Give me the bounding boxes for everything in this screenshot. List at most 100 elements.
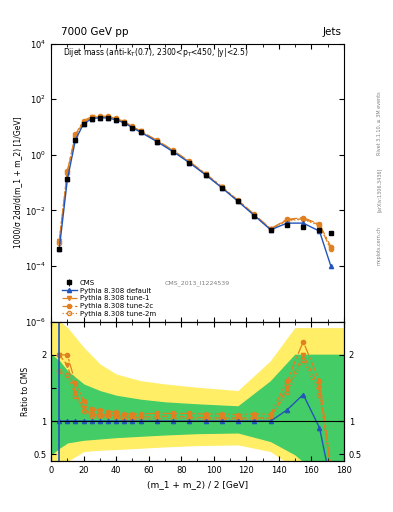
Pythia 8.308 tune-2m xyxy=(106,114,110,120)
Pythia 8.308 default xyxy=(138,129,143,135)
Pythia 8.308 tune-2m xyxy=(203,172,208,178)
Pythia 8.308 tune-2c xyxy=(236,197,241,203)
Text: 7000 GeV pp: 7000 GeV pp xyxy=(61,27,129,37)
Pythia 8.308 tune-2m xyxy=(187,159,192,165)
Text: mcplots.cern.ch: mcplots.cern.ch xyxy=(377,226,382,265)
Pythia 8.308 tune-2c xyxy=(220,183,224,189)
Line: Pythia 8.308 tune-1: Pythia 8.308 tune-1 xyxy=(57,115,333,251)
Pythia 8.308 tune-2m xyxy=(122,119,127,125)
Pythia 8.308 tune-1 xyxy=(329,246,333,252)
Pythia 8.308 tune-1 xyxy=(81,119,86,125)
Pythia 8.308 tune-2m xyxy=(65,170,70,176)
Pythia 8.308 tune-1 xyxy=(130,124,135,130)
Pythia 8.308 default xyxy=(81,121,86,127)
Pythia 8.308 tune-1 xyxy=(220,184,224,190)
Pythia 8.308 default xyxy=(268,227,273,233)
Text: CMS_2013_I1224539: CMS_2013_I1224539 xyxy=(165,280,230,286)
Pythia 8.308 tune-1 xyxy=(122,119,127,125)
Pythia 8.308 tune-2c xyxy=(138,128,143,134)
Pythia 8.308 tune-2m xyxy=(81,119,86,125)
Pythia 8.308 default xyxy=(130,124,135,131)
Pythia 8.308 tune-1 xyxy=(301,216,306,222)
Pythia 8.308 tune-2m xyxy=(252,212,257,218)
Pythia 8.308 tune-2c xyxy=(252,211,257,218)
Pythia 8.308 tune-2m xyxy=(138,129,143,135)
Pythia 8.308 default xyxy=(57,246,62,252)
Y-axis label: Ratio to CMS: Ratio to CMS xyxy=(21,367,30,416)
Pythia 8.308 default xyxy=(154,138,159,144)
Pythia 8.308 tune-2c xyxy=(65,168,70,174)
Line: Pythia 8.308 tune-2m: Pythia 8.308 tune-2m xyxy=(57,115,333,251)
Text: [arXiv:1306.3436]: [arXiv:1306.3436] xyxy=(377,167,382,211)
Pythia 8.308 tune-2c xyxy=(106,113,110,119)
Pythia 8.308 tune-2m xyxy=(285,218,289,224)
Pythia 8.308 tune-2m xyxy=(329,246,333,252)
Pythia 8.308 tune-2c xyxy=(301,215,306,221)
Pythia 8.308 tune-2c xyxy=(171,147,175,154)
Pythia 8.308 default xyxy=(236,198,241,204)
Pythia 8.308 tune-2c xyxy=(285,216,289,222)
Pythia 8.308 default xyxy=(171,148,175,155)
Pythia 8.308 default xyxy=(106,115,110,121)
Pythia 8.308 tune-2c xyxy=(268,226,273,232)
Pythia 8.308 tune-2c xyxy=(329,244,333,250)
Pythia 8.308 tune-1 xyxy=(97,114,102,120)
Pythia 8.308 default xyxy=(252,212,257,219)
Pythia 8.308 tune-2m xyxy=(268,226,273,232)
Pythia 8.308 tune-2c xyxy=(317,221,322,227)
X-axis label: (m_1 + m_2) / 2 [GeV]: (m_1 + m_2) / 2 [GeV] xyxy=(147,480,248,489)
Pythia 8.308 tune-1 xyxy=(268,226,273,232)
Pythia 8.308 tune-2m xyxy=(301,216,306,222)
Pythia 8.308 tune-1 xyxy=(138,129,143,135)
Pythia 8.308 tune-2c xyxy=(130,123,135,130)
Pythia 8.308 tune-2c xyxy=(89,114,94,120)
Pythia 8.308 tune-2c xyxy=(187,158,192,164)
Pythia 8.308 default xyxy=(317,228,322,234)
Pythia 8.308 tune-1 xyxy=(57,238,62,244)
Pythia 8.308 tune-2m xyxy=(220,184,224,190)
Pythia 8.308 tune-2m xyxy=(130,124,135,130)
Pythia 8.308 tune-2m xyxy=(171,148,175,154)
Pythia 8.308 tune-2m xyxy=(57,240,62,246)
Legend: CMS, Pythia 8.308 default, Pythia 8.308 tune-1, Pythia 8.308 tune-2c, Pythia 8.3: CMS, Pythia 8.308 default, Pythia 8.308 … xyxy=(61,279,157,318)
Pythia 8.308 tune-1 xyxy=(252,212,257,218)
Pythia 8.308 tune-2c xyxy=(114,115,119,121)
Pythia 8.308 default xyxy=(65,176,70,182)
Pythia 8.308 default xyxy=(301,220,306,226)
Pythia 8.308 tune-1 xyxy=(187,159,192,165)
Pythia 8.308 tune-2c xyxy=(73,131,78,137)
Line: Pythia 8.308 default: Pythia 8.308 default xyxy=(57,116,333,268)
Pythia 8.308 tune-1 xyxy=(236,198,241,204)
Pythia 8.308 default xyxy=(285,220,289,226)
Pythia 8.308 tune-2c xyxy=(203,170,208,177)
Pythia 8.308 tune-1 xyxy=(171,147,175,154)
Text: Dijet mass (anti-k$_T$(0.7), 2300<p$_T$<450, |y|<2.5): Dijet mass (anti-k$_T$(0.7), 2300<p$_T$<… xyxy=(63,46,248,59)
Pythia 8.308 tune-2m xyxy=(114,116,119,122)
Pythia 8.308 tune-1 xyxy=(154,138,159,144)
Pythia 8.308 tune-2c xyxy=(154,137,159,143)
Pythia 8.308 tune-2m xyxy=(97,114,102,120)
Pythia 8.308 tune-1 xyxy=(285,217,289,223)
Pythia 8.308 default xyxy=(73,137,78,143)
Pythia 8.308 tune-2c xyxy=(97,113,102,119)
Pythia 8.308 tune-1 xyxy=(114,116,119,122)
Pythia 8.308 tune-2m xyxy=(73,133,78,139)
Pythia 8.308 default xyxy=(187,160,192,166)
Text: Rivet 3.1.10, ≥ 3M events: Rivet 3.1.10, ≥ 3M events xyxy=(377,91,382,155)
Pythia 8.308 tune-1 xyxy=(317,222,322,228)
Pythia 8.308 tune-1 xyxy=(106,114,110,120)
Pythia 8.308 tune-2m xyxy=(317,223,322,229)
Pythia 8.308 tune-2m xyxy=(154,138,159,144)
Pythia 8.308 tune-2c xyxy=(81,117,86,123)
Pythia 8.308 default xyxy=(122,120,127,126)
Pythia 8.308 tune-2m xyxy=(236,198,241,204)
Line: Pythia 8.308 tune-2c: Pythia 8.308 tune-2c xyxy=(57,114,333,249)
Pythia 8.308 tune-1 xyxy=(203,171,208,177)
Pythia 8.308 default xyxy=(329,263,333,269)
Pythia 8.308 default xyxy=(114,117,119,123)
Pythia 8.308 tune-1 xyxy=(73,132,78,138)
Pythia 8.308 default xyxy=(220,185,224,191)
Pythia 8.308 default xyxy=(203,172,208,178)
Y-axis label: 1000/σ 2dσ/d(m_1 + m_2) [1/GeV]: 1000/σ 2dσ/d(m_1 + m_2) [1/GeV] xyxy=(13,117,22,248)
Text: Jets: Jets xyxy=(322,27,341,37)
